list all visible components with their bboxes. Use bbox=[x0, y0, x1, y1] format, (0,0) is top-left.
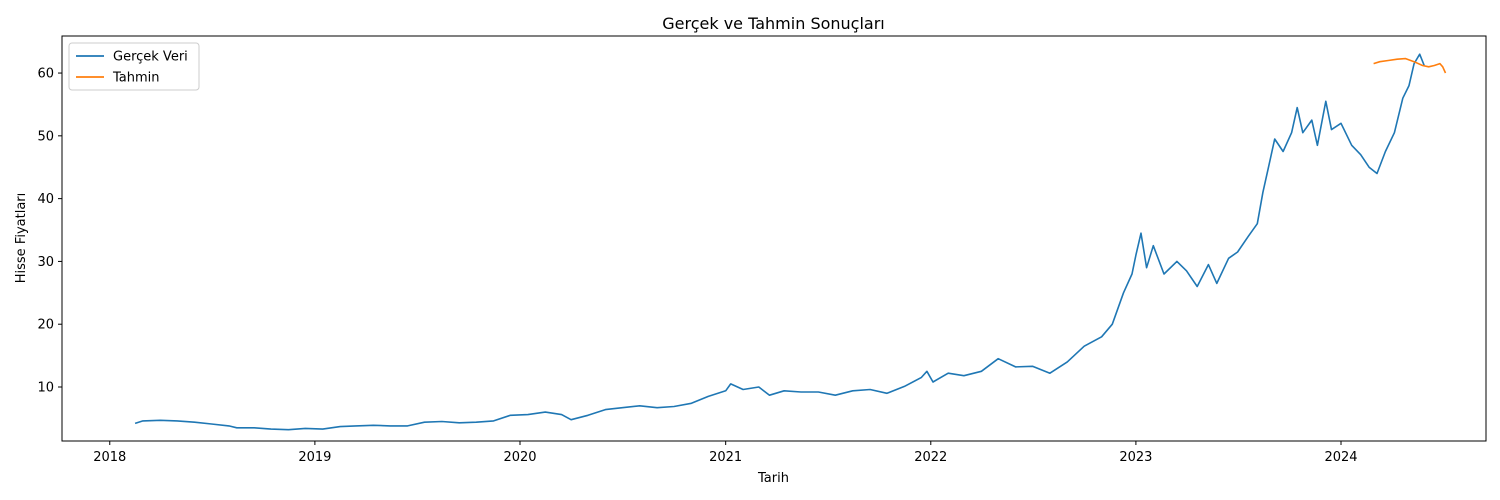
y-tick-label: 50 bbox=[37, 129, 54, 144]
x-axis-label: Tarih bbox=[757, 471, 789, 486]
y-tick-label: 60 bbox=[37, 67, 54, 82]
legend-label: Gerçek Veri bbox=[113, 50, 188, 65]
y-tick-label: 10 bbox=[37, 381, 54, 396]
y-tick-label: 20 bbox=[37, 318, 54, 333]
x-tick-label: 2024 bbox=[1324, 450, 1357, 465]
series-line-forecast bbox=[1373, 57, 1447, 74]
y-tick-label: 30 bbox=[37, 255, 54, 270]
x-tick-label: 2021 bbox=[709, 450, 742, 465]
legend: Gerçek Veri Tahmin bbox=[68, 42, 200, 91]
x-axis: 2018 2019 2020 2021 2022 2023 2024 bbox=[93, 441, 1358, 465]
legend-label: Tahmin bbox=[112, 71, 160, 86]
x-tick-label: 2022 bbox=[914, 450, 947, 465]
y-axis: 10 20 30 40 50 60 bbox=[37, 67, 62, 396]
plot-frame bbox=[61, 35, 1487, 442]
legend-box bbox=[68, 42, 200, 91]
x-tick-label: 2023 bbox=[1119, 450, 1152, 465]
y-tick-label: 40 bbox=[37, 192, 54, 207]
x-tick-label: 2020 bbox=[503, 450, 536, 465]
chart-title: Gerçek ve Tahmin Sonuçları bbox=[662, 14, 884, 33]
x-tick-label: 2018 bbox=[93, 450, 126, 465]
y-axis-label: Hisse Fiyatları bbox=[14, 193, 29, 284]
plot-area bbox=[134, 53, 1447, 431]
x-tick-label: 2019 bbox=[298, 450, 331, 465]
series-line-actual bbox=[134, 53, 1425, 431]
